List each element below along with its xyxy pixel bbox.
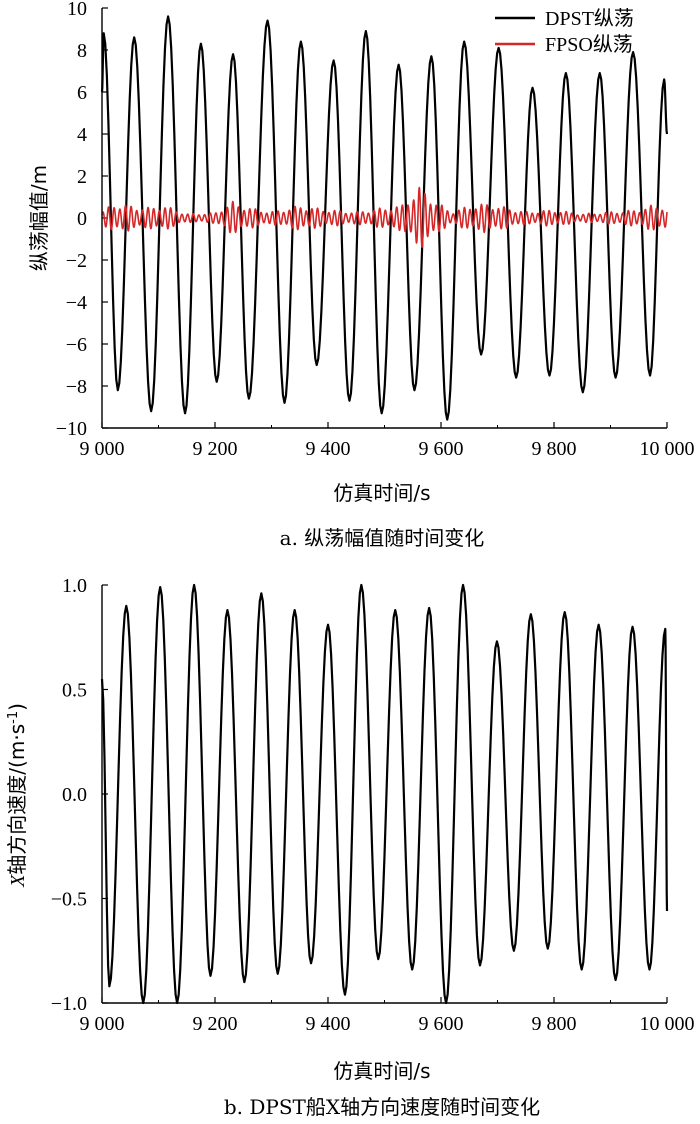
x-tick-label: 9 600 (419, 1013, 464, 1035)
panel-b-y-axis-title: X轴方向速度/(m·s-1) (5, 703, 29, 888)
panel-a-tick-labels: 9 000 9 200 9 400 9 600 9 800 10 000 −10 −8 −6 −4… (56, 0, 695, 460)
panel-a-x-axis-title: 仿真时间/s (333, 481, 430, 505)
panel-b-axes (101, 585, 667, 1004)
y-tick-label: 8 (77, 40, 87, 62)
y-tick-label: −0.5 (51, 889, 87, 911)
panel-a-y-axis-title: 纵荡幅值/m (27, 165, 51, 271)
panel-b-y-axis-title-close: ) (5, 703, 29, 711)
legend-label-fpso: FPSO纵荡 (545, 33, 633, 56)
x-tick-label: 9 800 (532, 1013, 577, 1035)
panel-b-caption: b. DPST船X轴方向速度随时间变化 (224, 1095, 540, 1119)
y-tick-label: −6 (66, 334, 87, 356)
y-tick-label: 2 (77, 166, 87, 188)
y-tick-label: −1.0 (51, 993, 87, 1015)
y-tick-label: −8 (66, 376, 87, 398)
series-line-dpst (100, 15, 669, 421)
x-tick-label: 9 000 (80, 1013, 125, 1035)
y-tick-label: −2 (66, 250, 87, 272)
y-tick-label: 1.0 (62, 575, 87, 597)
y-tick-label: 6 (77, 82, 87, 104)
panel-b-chart: 9 000 9 200 9 400 9 600 9 800 10 000 −1.0 −0.5 0… (5, 575, 695, 1119)
series-line-dpst (100, 583, 669, 1005)
x-tick-label: 9 000 (80, 438, 125, 460)
legend-label-dpst: DPST纵荡 (545, 7, 634, 30)
x-tick-label: 9 200 (193, 438, 238, 460)
y-tick-label: 0.0 (62, 784, 87, 806)
panel-a-series (100, 15, 669, 421)
panel-b-x-axis-title: 仿真时间/s (333, 1059, 430, 1083)
panel-b-series (100, 583, 669, 1005)
y-tick-label: −10 (56, 418, 87, 440)
y-tick-label: 10 (67, 0, 87, 20)
panel-a-caption: a. 纵荡幅值随时间变化 (280, 526, 485, 550)
panel-b-y-axis-title-text: 轴方向速度/(m·s (5, 724, 29, 875)
panel-b-y-axis-title-var: X (7, 874, 29, 888)
panel-b-ticks (101, 584, 668, 1004)
panel-a-chart: 9 000 9 200 9 400 9 600 9 800 10 000 −10 −8 −6 −4… (27, 0, 695, 550)
x-tick-label: 9 400 (306, 438, 351, 460)
x-tick-label: 9 200 (193, 1013, 238, 1035)
x-tick-label: 9 400 (306, 1013, 351, 1035)
y-tick-label: 0 (77, 208, 87, 230)
panel-a-axes (101, 8, 667, 429)
x-tick-label: 10 000 (640, 438, 695, 460)
y-tick-label: 4 (77, 124, 87, 146)
panel-a-legend: DPST纵荡 FPSO纵荡 (495, 7, 634, 56)
x-tick-label: 10 000 (640, 1013, 695, 1035)
x-tick-label: 9 600 (419, 438, 464, 460)
series-line-fpso (101, 186, 668, 249)
y-tick-label: −4 (66, 292, 87, 314)
panel-b-y-axis-title-exponent: -1 (6, 711, 21, 724)
panel-b-tick-labels: 9 000 9 200 9 400 9 600 9 800 10 000 −1.0 −0.5 0… (51, 575, 695, 1035)
y-tick-label: 0.5 (62, 680, 87, 702)
x-tick-label: 9 800 (532, 438, 577, 460)
